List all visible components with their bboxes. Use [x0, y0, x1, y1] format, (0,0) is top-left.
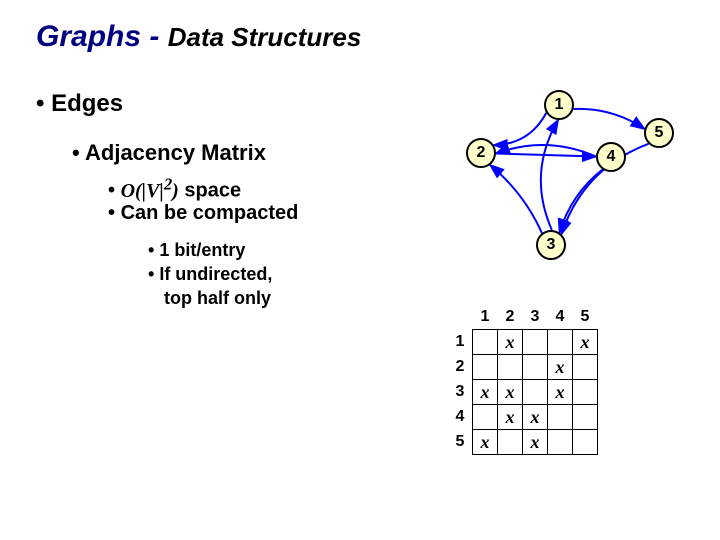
graph-node-2: 2 — [466, 138, 496, 168]
title-sub: Data Structures — [168, 22, 362, 52]
bullet-tophalf-text: top half only — [164, 288, 271, 308]
edge-1-5 — [573, 109, 644, 129]
edge-2-4 — [496, 153, 596, 156]
matrix-cell: x — [548, 355, 573, 380]
matrix-cell — [473, 330, 498, 355]
matrix-cell: x — [523, 405, 548, 430]
matrix-col-hdr: 1 — [473, 305, 498, 330]
matrix-cell: x — [498, 405, 523, 430]
graph-node-4: 4 — [596, 142, 626, 172]
matrix-cell: x — [473, 380, 498, 405]
matrix-table: 123451xx2x3xxx4xx5xx — [448, 305, 598, 455]
bullet-undirected-text: If undirected, — [159, 264, 272, 284]
bullet-1bit: • 1 bit/entry — [148, 240, 245, 261]
matrix-row-hdr: 2 — [448, 355, 473, 380]
matrix-cell — [573, 380, 598, 405]
matrix-cell — [523, 330, 548, 355]
bullet-adj-matrix-text: Adjacency Matrix — [85, 140, 266, 165]
matrix-row-hdr: 4 — [448, 405, 473, 430]
matrix-col-hdr: 5 — [573, 305, 598, 330]
bullet-adj-matrix: • Adjacency Matrix — [72, 140, 266, 166]
complexity-tail: space — [179, 180, 241, 202]
matrix-row-hdr: 5 — [448, 430, 473, 455]
matrix-row-hdr: 1 — [448, 330, 473, 355]
graph-node-1: 1 — [544, 90, 574, 120]
matrix-cell — [548, 405, 573, 430]
edge-3-2 — [490, 165, 542, 233]
matrix-cell: x — [548, 380, 573, 405]
matrix-cell — [523, 355, 548, 380]
complexity-expr: O(|V|2) — [121, 180, 179, 202]
bullet-compacted: • Can be compacted — [108, 202, 298, 225]
matrix-col-hdr: 2 — [498, 305, 523, 330]
matrix-cell — [573, 430, 598, 455]
adjacency-matrix: 123451xx2x3xxx4xx5xx — [448, 305, 598, 455]
matrix-cell — [473, 355, 498, 380]
matrix-cell: x — [473, 430, 498, 455]
edge-3-1 — [541, 120, 558, 230]
bullet-edges-text: Edges — [51, 90, 123, 117]
bullet-1bit-text: 1 bit/entry — [159, 240, 245, 260]
slide: Graphs - Data Structures • Edges • Adjac… — [0, 0, 720, 540]
matrix-row-hdr: 3 — [448, 380, 473, 405]
matrix-cell — [573, 355, 598, 380]
edge-1-2 — [494, 113, 546, 145]
matrix-cell — [548, 430, 573, 455]
graph-node-3: 3 — [536, 230, 566, 260]
graph-node-5: 5 — [644, 118, 674, 148]
bullet-edges: • Edges — [36, 90, 123, 118]
matrix-cell — [523, 380, 548, 405]
matrix-cell — [573, 405, 598, 430]
title-main: Graphs - — [36, 20, 168, 53]
matrix-col-hdr: 4 — [548, 305, 573, 330]
bullet-undirected: • If undirected, — [148, 264, 272, 285]
matrix-col-hdr: 3 — [523, 305, 548, 330]
bullet-compacted-text: Can be compacted — [121, 202, 299, 224]
matrix-cell: x — [498, 330, 523, 355]
matrix-cell — [548, 330, 573, 355]
matrix-cell — [498, 430, 523, 455]
bullet-tophalf: top half only — [164, 288, 271, 309]
matrix-cell — [473, 405, 498, 430]
matrix-cell: x — [523, 430, 548, 455]
matrix-cell: x — [573, 330, 598, 355]
bullet-complexity: • O(|V|2) space — [108, 174, 241, 203]
graph-diagram: 1 2 3 45 — [418, 88, 678, 278]
slide-title: Graphs - Data Structures — [36, 20, 361, 54]
matrix-cell — [498, 355, 523, 380]
matrix-cell: x — [498, 380, 523, 405]
